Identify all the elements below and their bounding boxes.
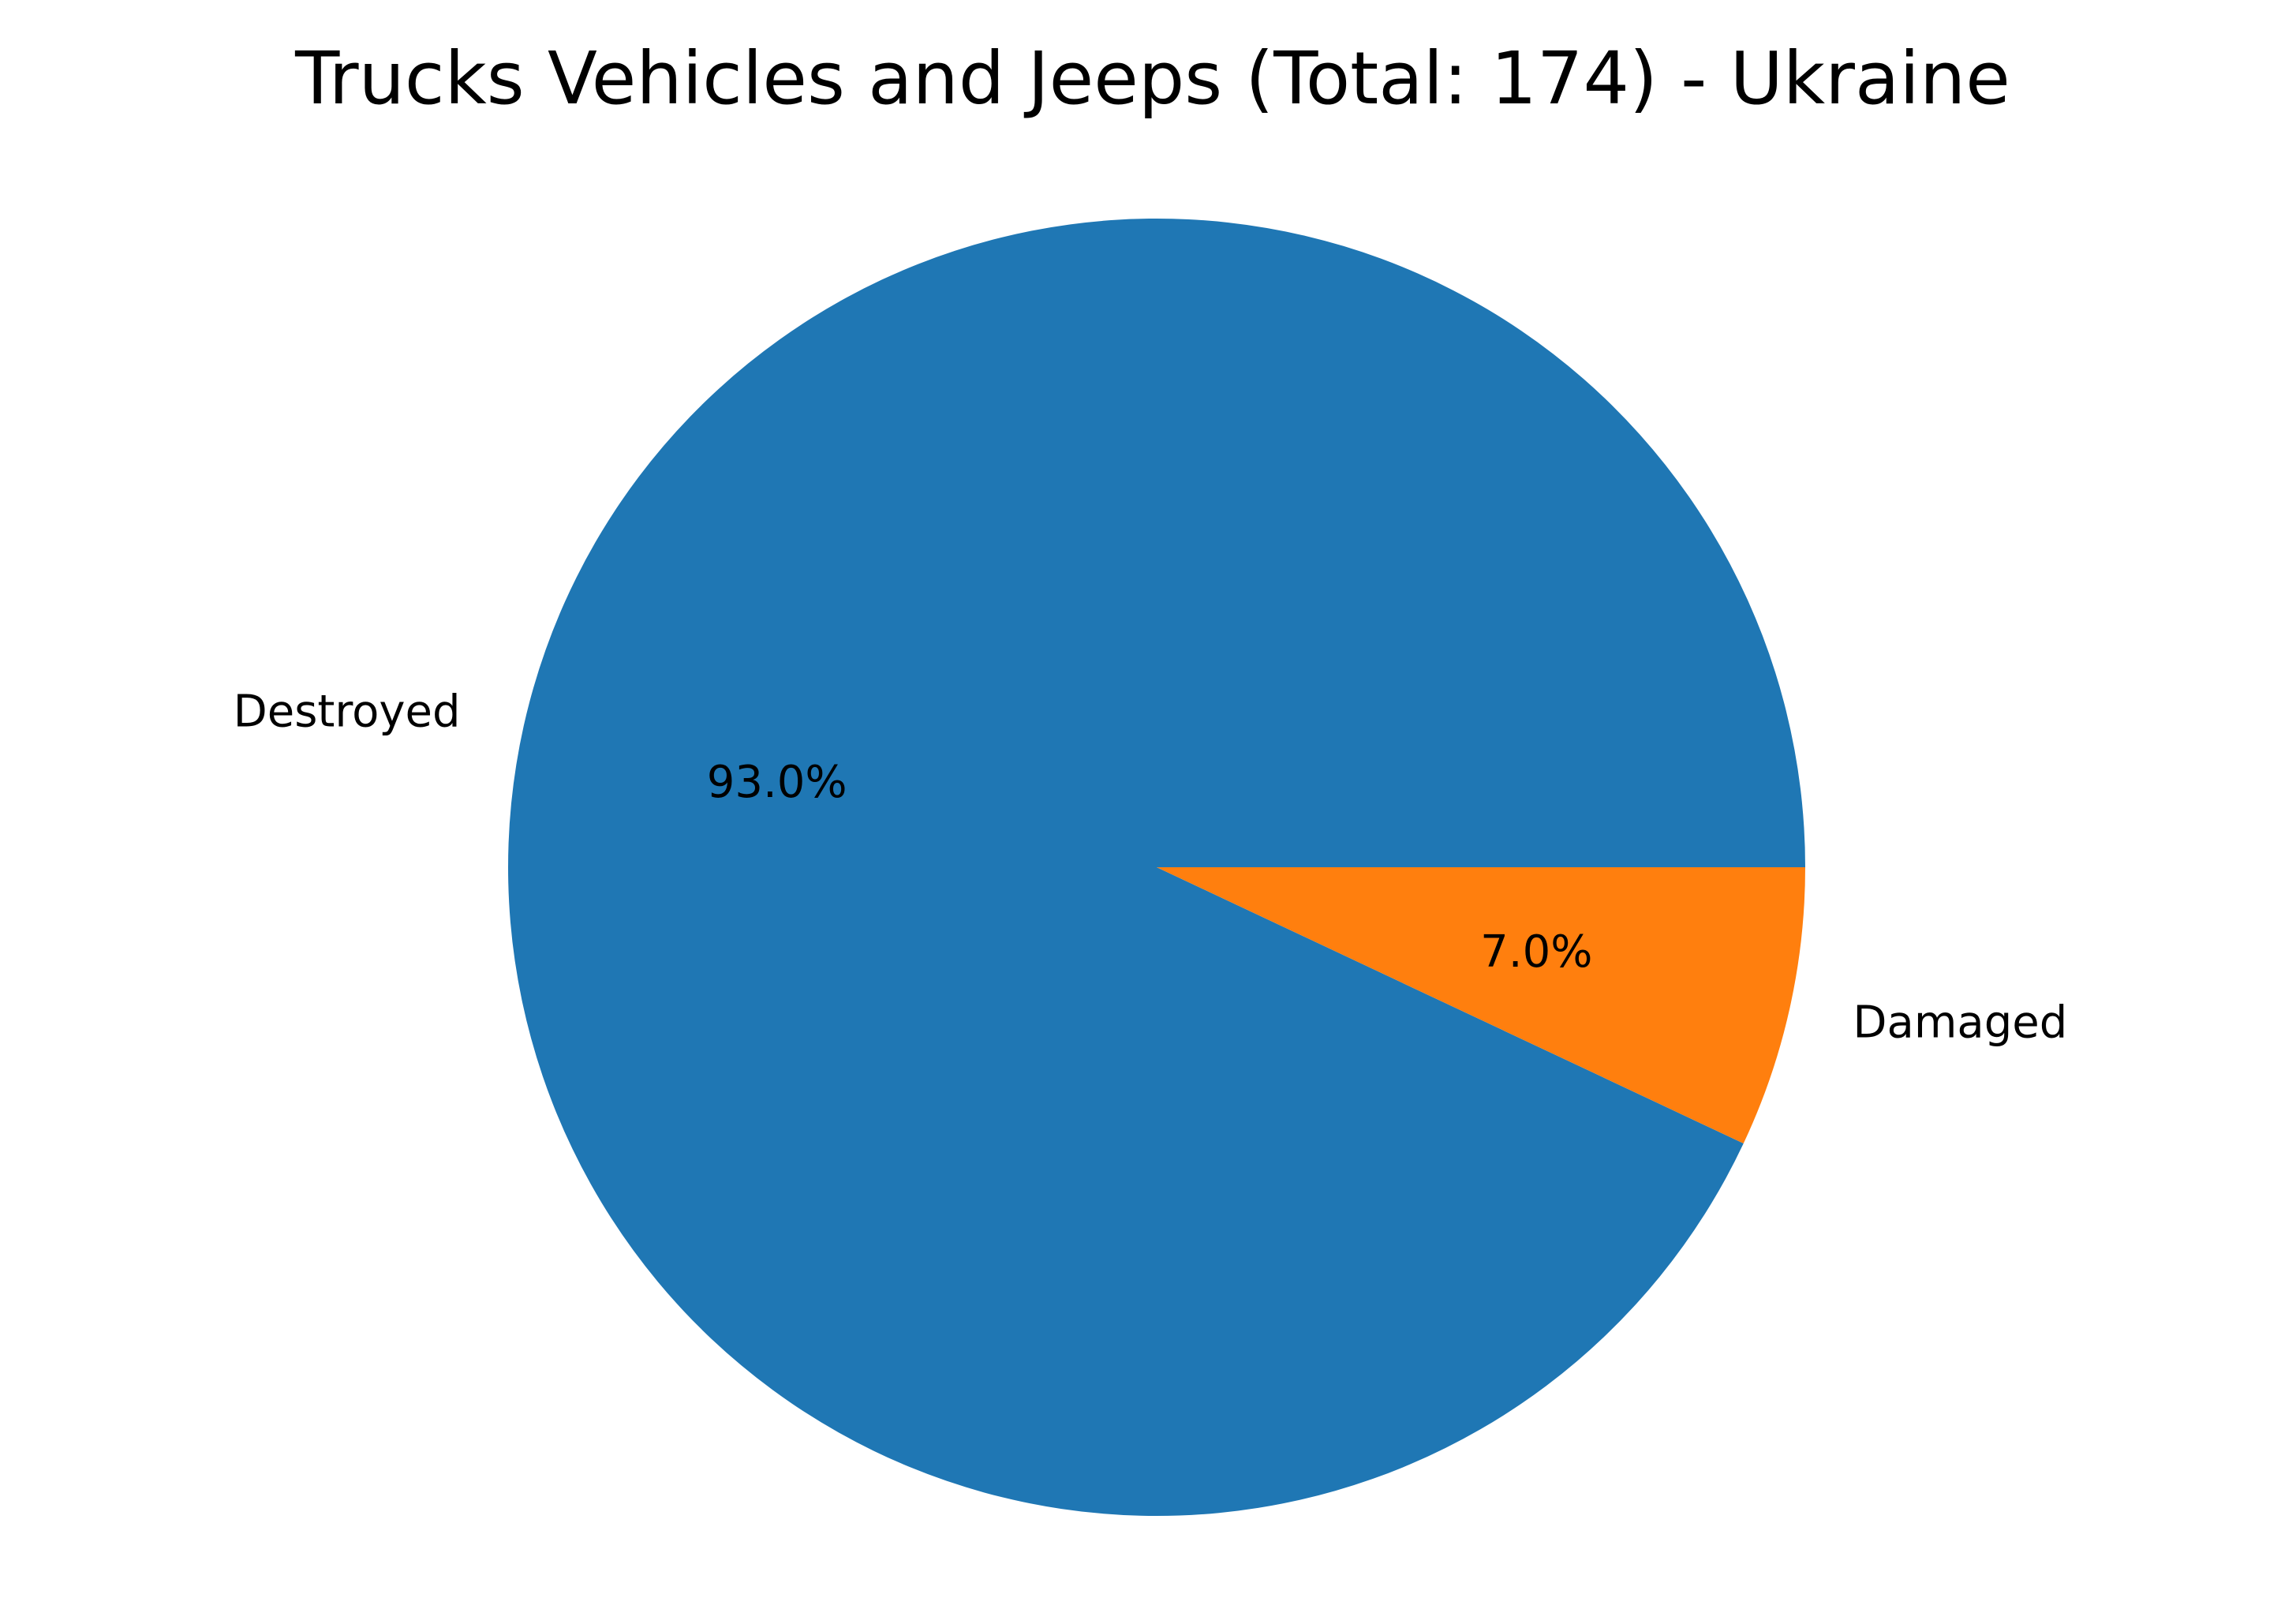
pie-slices — [508, 219, 1806, 1517]
chart-title: Trucks Vehicles and Jeeps (Total: 174) -… — [294, 36, 2010, 121]
slice-label-damaged: Damaged — [1853, 997, 2067, 1049]
pie-labels: 93.0% Destroyed 7.0% Damaged — [234, 686, 2068, 1048]
pct-label-damaged: 7.0% — [1480, 926, 1592, 978]
slice-label-destroyed: Destroyed — [234, 686, 461, 737]
pct-label-destroyed: 93.0% — [707, 757, 847, 808]
pie-slice-destroyed — [508, 219, 1806, 1517]
pie-slice-damaged — [1157, 867, 1805, 1143]
